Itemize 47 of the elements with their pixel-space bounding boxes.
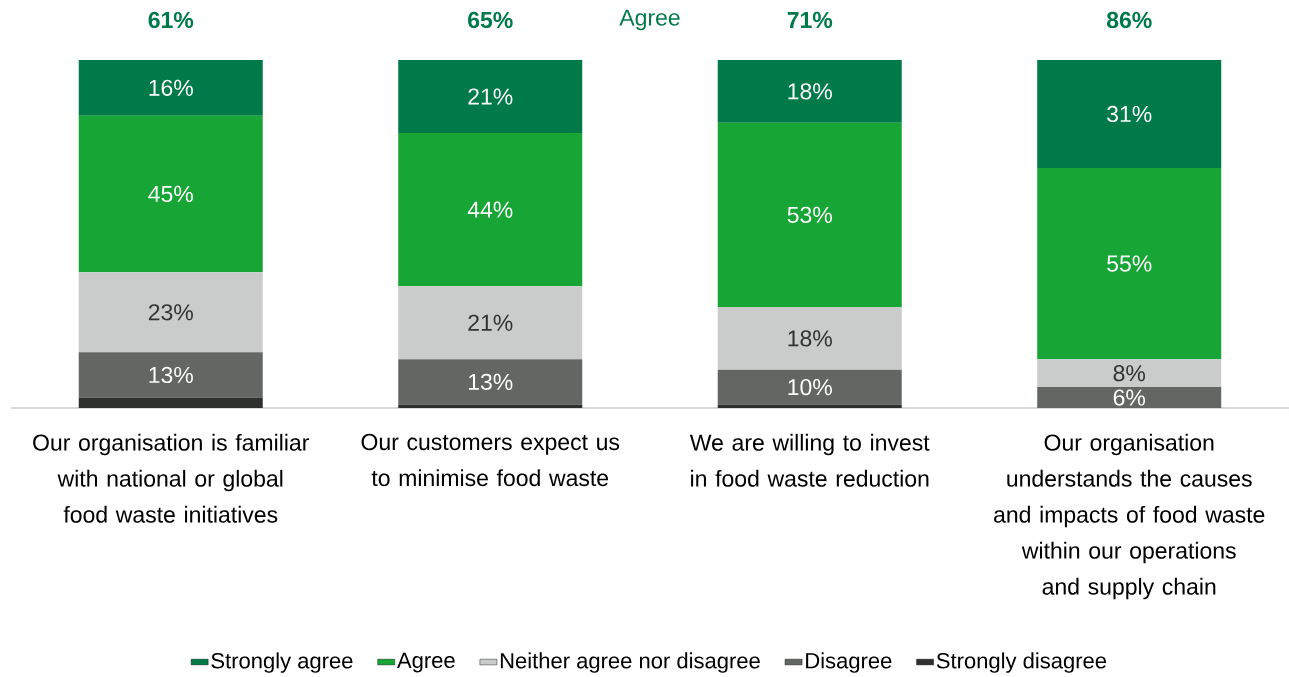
legend-label: Agree [397,652,455,673]
data-label: 23% [148,304,193,321]
text: 65% [468,11,513,29]
bar [1037,59,1222,168]
data-label: 18% [788,83,832,100]
data-label: 53% [787,206,832,223]
bar [78,115,263,273]
bar [1037,167,1222,360]
bar [717,369,902,405]
bar [717,59,902,123]
legend-label: Strongly agree [211,652,353,673]
data-label: 55% [1107,255,1152,272]
x-tick-label: Our organisation understands the causes and impacts of food waste within our operations and supply chain [994,433,1265,600]
data-label: 31% [1107,105,1152,123]
data-label: 44% [467,201,513,218]
data-label: 10% [788,378,832,396]
bar [1037,359,1222,388]
text: 61% [148,11,194,29]
data-label: 21% [468,88,513,105]
bar [398,133,583,287]
data-label: 8% [1113,365,1146,382]
legend-label: Neither agree nor disagree [500,652,760,673]
x-tick-label: Our organisation is familiar with national or global food waste initiatives [33,433,309,523]
data-label: 21% [468,314,513,331]
legend-label: Strongly disagree [936,652,1107,673]
bar [398,359,583,405]
x-tick-label: Our customers expect us to minimise food waste [361,433,620,487]
bar [78,397,263,408]
text: Agree [619,9,680,31]
legend-label: Disagree [806,652,892,673]
data-label: 45% [148,185,193,203]
bar [78,59,263,116]
bar [1037,387,1222,408]
bar [717,307,902,370]
bar [398,59,583,134]
text: 71% [787,11,833,29]
data-label: 6% [1113,389,1146,406]
x-tick-label: We are willing to invest in food waste reduction [689,433,930,487]
data-label: 16% [149,79,193,96]
bar [717,122,902,308]
bar [398,286,583,360]
bar [78,272,263,353]
data-label: 13% [149,366,193,384]
data-label: 18% [788,330,832,347]
data-label: 13% [468,373,513,391]
bar [78,352,263,398]
text: 86% [1106,11,1152,29]
